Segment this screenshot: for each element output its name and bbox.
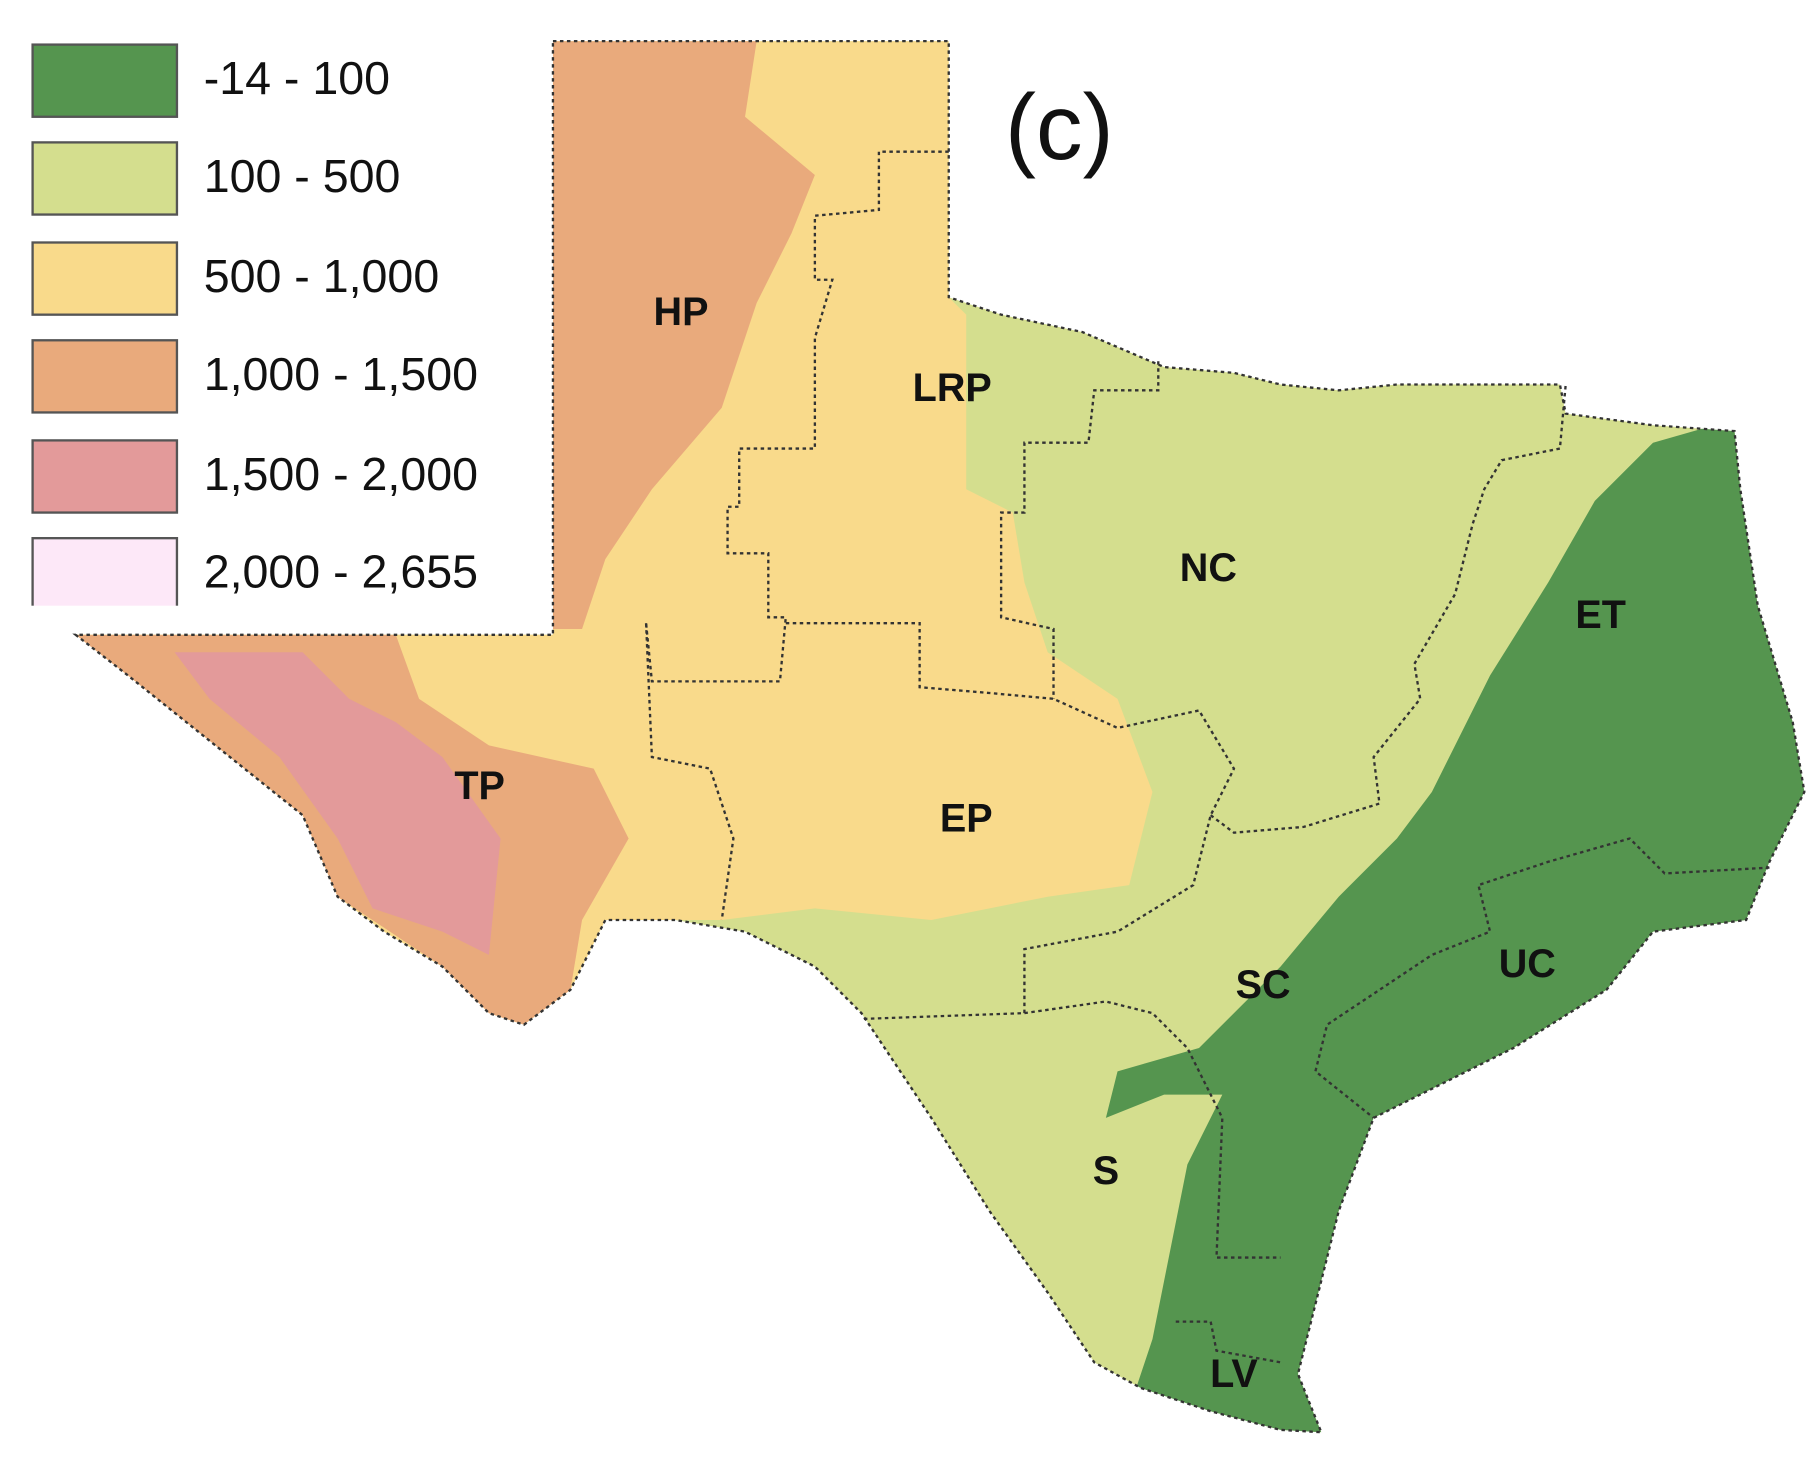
region-label: SC: [1236, 963, 1291, 1007]
legend-swatch: [31, 439, 179, 514]
legend-label: 500 - 1,000: [204, 250, 440, 302]
region-label: LV: [1210, 1352, 1258, 1396]
legend-label: 100 - 500: [204, 150, 401, 202]
legend-clip: [0, 605, 548, 629]
legend-label: 2,000 - 2,655: [204, 546, 478, 598]
region-border: [785, 621, 1236, 1021]
zone-fill: [1105, 419, 1805, 1433]
legend-label: 1,500 - 2,000: [204, 448, 478, 500]
legend-swatch: [31, 43, 179, 118]
region-border: [644, 623, 735, 921]
region-label: LRP: [913, 366, 992, 410]
state-outline: [72, 39, 1806, 1434]
region-label: NC: [1180, 546, 1237, 590]
zone-fill: [174, 652, 501, 955]
region-border: [644, 150, 949, 683]
region-label: ET: [1575, 593, 1626, 637]
legend: -14 - 100 100 - 500 500 - 1,000 1,000 - 1,5…: [0, 43, 548, 629]
legend-label: -14 - 100: [204, 52, 390, 104]
legend-swatch: [31, 339, 179, 414]
region-border: [1209, 384, 1567, 834]
region-border: [999, 361, 1160, 699]
panel-label: (c): [1005, 75, 1114, 179]
region-labels: HP LRP NC ET TP EP SC UC S LV: [454, 290, 1626, 1396]
region-label: TP: [454, 764, 505, 808]
region-label: HP: [654, 290, 709, 334]
legend-swatch: [31, 141, 179, 216]
region-label: S: [1093, 1149, 1119, 1193]
legend-swatch: [31, 241, 179, 316]
region-label: UC: [1499, 942, 1556, 986]
region-label: EP: [940, 797, 993, 841]
zone-fill: [552, 41, 815, 629]
region-border: [1314, 837, 1770, 1119]
region-border: [1175, 1320, 1281, 1364]
legend-label: 1,000 - 1,500: [204, 348, 478, 400]
